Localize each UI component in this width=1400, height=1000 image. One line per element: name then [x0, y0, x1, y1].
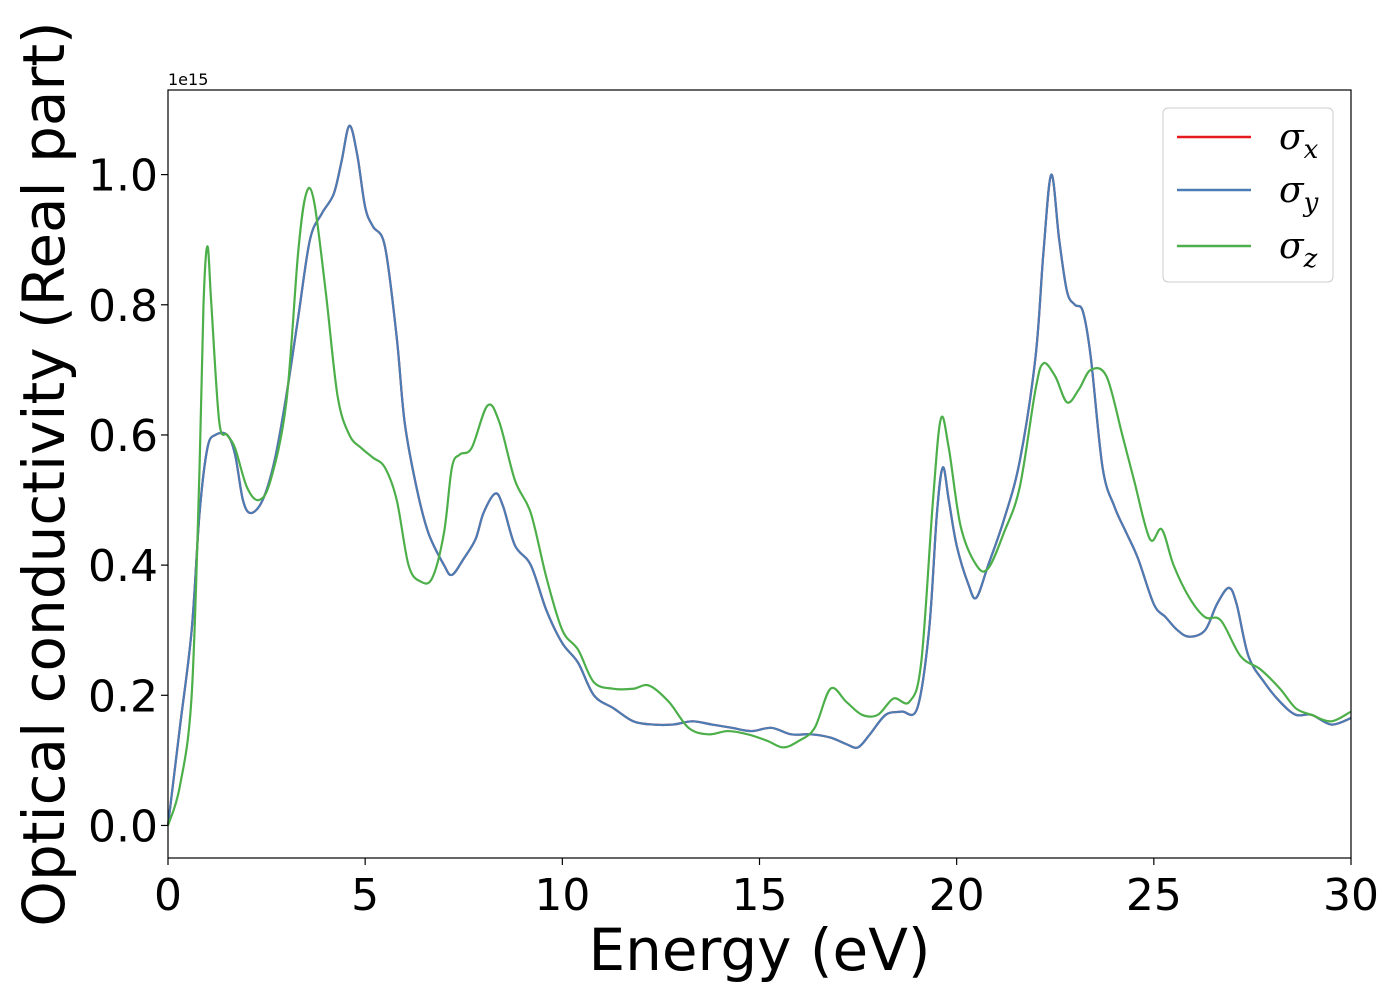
- y-tick-label: 0.6: [88, 411, 158, 462]
- x-tick-label: 30: [1323, 870, 1379, 921]
- series-line-z: [166, 186, 1352, 826]
- x-tick-label: 5: [351, 870, 379, 921]
- x-tick-label: 10: [534, 870, 590, 921]
- series-layer: [166, 124, 1352, 826]
- series-line-y: [166, 124, 1352, 826]
- x-tick-label: 25: [1126, 870, 1182, 921]
- y-tick-label: 0.4: [88, 541, 158, 592]
- y-tick-label: 1.0: [88, 151, 158, 202]
- legend-frame: [1162, 107, 1334, 283]
- y-tick-label: 0.8: [88, 281, 158, 332]
- y-offset-label: 1e15: [168, 70, 208, 89]
- x-tick-label: 0: [154, 870, 182, 921]
- y-axis-title: Optical conductivity (Real part): [10, 21, 78, 926]
- x-axis: 0 5 10 15 20 25 30: [154, 858, 1379, 921]
- x-tick-label: 15: [732, 870, 788, 921]
- x-tick-label: 20: [929, 870, 985, 921]
- y-tick-label: 0.2: [88, 671, 158, 722]
- y-axis: 0.0 0.2 0.4 0.6 0.8 1.0: [88, 151, 168, 852]
- y-tick-label: 0.0: [88, 801, 158, 852]
- x-axis-title: Energy (eV): [588, 916, 930, 984]
